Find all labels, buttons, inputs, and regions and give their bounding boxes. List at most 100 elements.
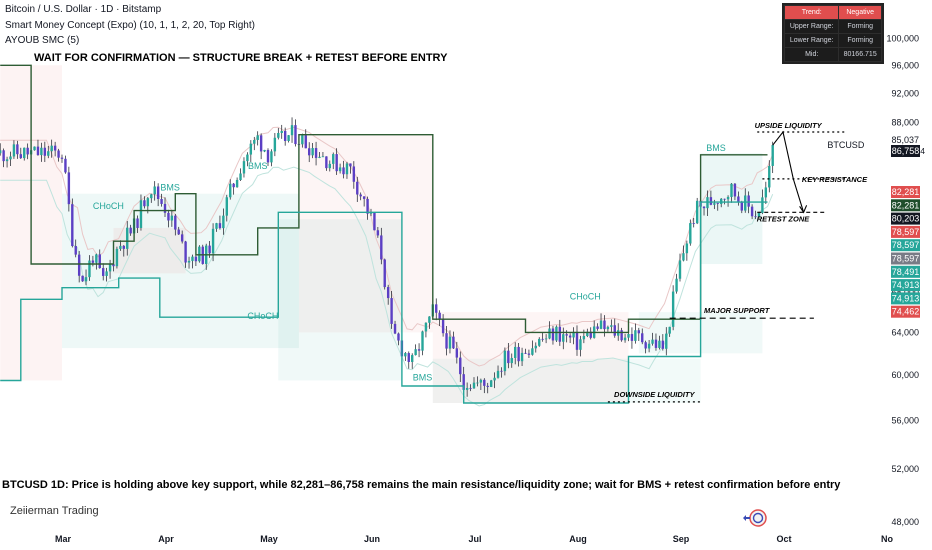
candle-body xyxy=(163,203,167,213)
price-badge[interactable]: 74,913 xyxy=(891,292,920,305)
candle-body xyxy=(160,198,163,204)
candle-body xyxy=(452,336,455,349)
candle-body xyxy=(682,253,685,261)
candle-body xyxy=(596,326,599,329)
candle-body xyxy=(67,172,71,205)
candle-body xyxy=(57,150,60,158)
price-badge[interactable]: 86,758 xyxy=(891,145,920,157)
chart-labels: CHoCH BMS BMS CHoCH BMS CHoCH BMS xyxy=(93,143,726,383)
status-row-upper-range: Upper Range: Forming xyxy=(783,19,882,34)
x-tick-label: No xyxy=(881,534,893,544)
price-badge[interactable]: 78,597 xyxy=(891,239,920,252)
caption: BTCUSD 1D: Price is holding above key su… xyxy=(2,479,841,491)
candle-body xyxy=(311,148,314,156)
candle-body xyxy=(366,198,369,214)
candle-body xyxy=(462,374,465,390)
price-badge-label: 80,203 xyxy=(892,214,920,224)
price-badge[interactable]: 82,281 xyxy=(891,199,920,212)
candle-body xyxy=(750,206,754,217)
price-badge-bg xyxy=(891,265,920,278)
structure-label: BMS xyxy=(248,161,268,171)
candle-body xyxy=(194,256,198,262)
status-row-mid: Mid: 80166.715 xyxy=(783,47,882,62)
candle-body xyxy=(369,212,373,214)
price-badge[interactable]: 80,203 xyxy=(891,212,920,225)
x-tick-label: Oct xyxy=(776,534,791,544)
price-badges: 86,758 82,281 82,281 80,203 78,597 78,597 78,5… xyxy=(891,145,920,318)
candle-body xyxy=(64,158,67,173)
price-badge-label: 78,597 xyxy=(892,240,920,250)
candle-body xyxy=(726,196,730,200)
candle-body xyxy=(77,254,81,276)
candle-body xyxy=(455,348,459,358)
candle-body xyxy=(514,346,517,358)
price-badge[interactable]: 78,597 xyxy=(891,225,920,238)
candle-body xyxy=(575,331,579,350)
author-name: Zeiierman Trading xyxy=(10,505,99,517)
candle-body xyxy=(589,331,592,338)
candle-body xyxy=(668,326,671,334)
candle-body xyxy=(259,135,263,152)
y-tick-label: 60,000 xyxy=(891,370,919,380)
candle-body xyxy=(102,268,105,276)
candle-body xyxy=(180,234,184,242)
structure-label: CHoCH xyxy=(93,201,124,211)
indicator-smc-expo[interactable]: Smart Money Concept (Expo) (10, 1, 1, 2,… xyxy=(5,20,255,31)
candle-body xyxy=(198,246,201,262)
status-label: Upper Range: xyxy=(783,19,840,34)
candle-body xyxy=(356,181,359,195)
candle-body xyxy=(465,387,469,390)
candle-body xyxy=(562,334,565,342)
candle-body xyxy=(5,159,9,162)
candle-body xyxy=(685,243,689,254)
status-label: Lower Range: xyxy=(783,33,840,48)
annotation-label: KEY RESISTANCE xyxy=(802,175,868,184)
candle-body xyxy=(146,198,150,207)
candle-body xyxy=(362,196,366,199)
price-badge-bg xyxy=(891,292,920,305)
logo-icon xyxy=(743,509,767,527)
candle-body xyxy=(266,149,270,163)
candle-body xyxy=(342,167,345,175)
candle-body xyxy=(747,195,750,207)
structure-line-bullish xyxy=(0,201,768,404)
y-tick-label: 56,000 xyxy=(891,415,919,425)
candle-body xyxy=(84,277,88,282)
indicator-ayoub-smc[interactable]: AYOUB SMC (5) xyxy=(5,35,80,46)
price-badge[interactable]: 74,462 xyxy=(891,305,920,318)
candle-body xyxy=(761,197,764,214)
price-badge[interactable]: 78,597 xyxy=(891,252,920,265)
candle-body xyxy=(16,144,19,155)
structure-label: BMS xyxy=(160,182,180,192)
candle-body xyxy=(246,154,249,162)
price-badge-bg xyxy=(891,252,920,265)
candle-body xyxy=(119,245,122,249)
price-badge-bg xyxy=(891,199,920,212)
candle-body xyxy=(623,337,627,341)
structure-label: BMS xyxy=(413,372,433,382)
candle-body xyxy=(610,325,613,327)
candles xyxy=(0,117,774,397)
candle-body xyxy=(754,216,757,218)
annotation-label: DOWNSIDE LIQUIDITY xyxy=(614,390,695,399)
candle-body xyxy=(572,331,575,338)
structure-label: CHoCH xyxy=(247,311,278,321)
structure-label: CHoCH xyxy=(570,291,601,301)
candle-body xyxy=(472,382,476,389)
moving-average-lines xyxy=(0,126,774,407)
candle-body xyxy=(441,318,445,334)
candle-body xyxy=(211,228,215,254)
price-badge[interactable]: 82,281 xyxy=(891,186,920,198)
candle-body xyxy=(345,163,349,175)
candle-body xyxy=(359,194,362,197)
candle-body xyxy=(263,149,266,152)
candle-body xyxy=(486,385,489,387)
candle-body xyxy=(538,338,541,346)
price-badge[interactable]: 78,491 xyxy=(891,265,920,278)
price-badge[interactable]: 74,913 xyxy=(891,279,920,292)
candle-body xyxy=(713,203,716,205)
candle-body xyxy=(627,334,630,338)
candle-body xyxy=(579,339,582,350)
price-badge-bg xyxy=(891,305,920,318)
